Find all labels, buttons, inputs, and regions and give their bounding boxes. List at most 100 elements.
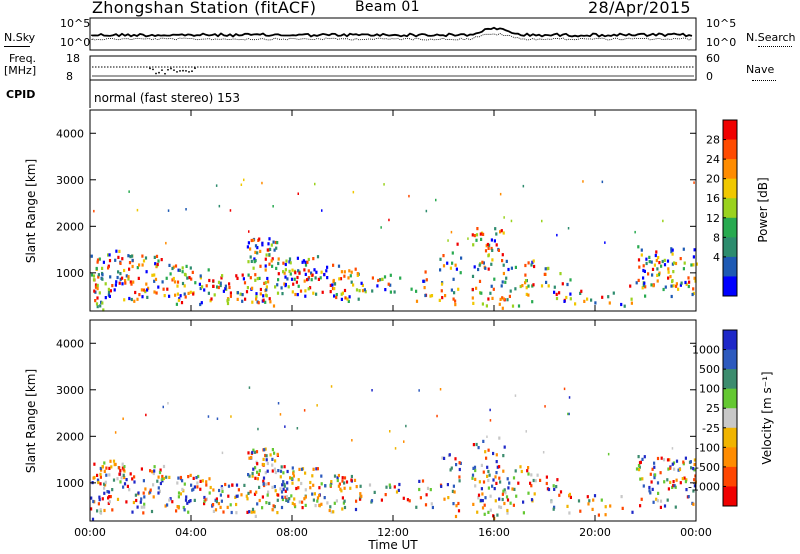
heatmap-cell — [245, 290, 249, 294]
heatmap-cell — [354, 267, 357, 271]
heatmap-cell — [241, 293, 244, 297]
heatmap-cell — [214, 498, 217, 502]
heatmap-cell — [304, 471, 307, 475]
heatmap-cell — [254, 278, 257, 282]
heatmap-cell — [191, 488, 194, 492]
heatmap-cell — [136, 208, 139, 212]
heatmap-cell — [329, 505, 332, 509]
heatmap-cell — [262, 479, 265, 483]
heatmap-cell — [279, 487, 282, 491]
heatmap-cell — [279, 413, 282, 416]
heatmap-cell — [93, 289, 96, 293]
heatmap-cell — [310, 271, 313, 275]
heatmap-cell — [376, 284, 379, 288]
heatmap-cell — [280, 286, 283, 290]
heatmap-cell — [340, 292, 343, 296]
cpid-text: normal (fast stereo) 153 — [94, 91, 241, 105]
heatmap-cell — [229, 503, 232, 507]
heatmap-cell — [335, 295, 338, 300]
heatmap-cell — [642, 484, 645, 488]
heatmap-cell — [474, 477, 477, 481]
freq-dip-point — [158, 71, 160, 74]
heatmap-cell — [221, 489, 224, 493]
heatmap-cell — [296, 256, 299, 260]
heatmap-cell — [471, 296, 474, 300]
heatmap-cell — [671, 447, 674, 450]
heatmap-cell — [121, 276, 124, 280]
heatmap-cell — [451, 261, 454, 265]
heatmap-cell — [304, 272, 307, 276]
nsky-label: N.Sky — [4, 31, 36, 44]
heatmap-cell — [478, 480, 481, 484]
heatmap-cell — [270, 243, 273, 247]
heatmap-cell — [475, 233, 479, 237]
heatmap-cell — [547, 266, 550, 270]
heatmap-cell — [655, 497, 658, 501]
heatmap-cell — [657, 256, 660, 260]
x-tick-label: 00:00 — [680, 526, 712, 539]
heatmap-cell — [156, 262, 159, 266]
heatmap-cell — [522, 500, 525, 504]
heatmap-cell — [332, 510, 335, 514]
heatmap-cell — [279, 475, 282, 479]
heatmap-cell — [424, 503, 428, 507]
heatmap-cell — [283, 465, 286, 469]
heatmap-cell — [218, 488, 221, 493]
heatmap-cell — [487, 510, 490, 514]
heatmap-cell — [259, 264, 262, 268]
heatmap-cell — [484, 450, 487, 454]
heatmap-cell — [116, 275, 119, 280]
heatmap-cell — [168, 263, 171, 267]
heatmap-cell — [153, 465, 156, 469]
heatmap-cell — [340, 270, 343, 274]
heatmap-cell — [502, 231, 505, 235]
heatmap-cell — [425, 493, 428, 497]
heatmap-cell — [319, 276, 322, 280]
x-axis-label: Time UT — [367, 538, 418, 552]
heatmap-cell — [139, 500, 142, 504]
heatmap-cell — [176, 280, 180, 284]
heatmap-cell — [265, 288, 268, 292]
heatmap-cell — [650, 480, 653, 484]
heatmap-cell — [415, 505, 418, 509]
heatmap-cell — [257, 472, 260, 476]
heatmap-cell — [568, 511, 571, 515]
heatmap-cell — [693, 468, 696, 472]
heatmap-cell — [241, 273, 244, 277]
heatmap-cell — [277, 278, 280, 282]
heatmap-cell — [271, 264, 274, 268]
heatmap-cell — [380, 498, 383, 502]
heatmap-cell — [186, 276, 189, 280]
heatmap-cell — [501, 497, 504, 502]
heatmap-cell — [235, 274, 238, 278]
heatmap-cell — [199, 286, 202, 291]
heatmap-cell — [408, 499, 411, 503]
colorbar-swatch — [723, 369, 737, 390]
heatmap-cell — [267, 242, 270, 246]
heatmap-cell — [253, 260, 256, 264]
heatmap-cell — [679, 257, 682, 261]
heatmap-cell — [121, 462, 124, 466]
heatmap-cell — [653, 263, 656, 267]
colorbar-swatch — [723, 120, 737, 141]
heatmap-cell — [527, 491, 530, 495]
freq-dip-point — [161, 69, 163, 72]
heatmap-cell — [185, 264, 188, 268]
heatmap-cell — [184, 273, 187, 277]
heatmap-cell — [650, 260, 653, 264]
heatmap-cell — [181, 487, 184, 491]
heatmap-cell — [651, 487, 654, 491]
heatmap-cell — [105, 466, 108, 470]
heatmap-cell — [131, 264, 134, 269]
heatmap-cell — [264, 257, 267, 261]
heatmap-cell — [123, 475, 126, 480]
heatmap-cell — [166, 503, 169, 507]
heatmap-cell — [609, 504, 612, 508]
heatmap-cell — [501, 253, 504, 257]
heatmap-cell — [193, 485, 196, 489]
colorbar-swatch — [723, 486, 737, 507]
heatmap-cell — [343, 481, 346, 485]
heatmap-cell — [583, 299, 586, 303]
heatmap-cell — [208, 278, 211, 283]
heatmap-cell — [422, 279, 425, 283]
